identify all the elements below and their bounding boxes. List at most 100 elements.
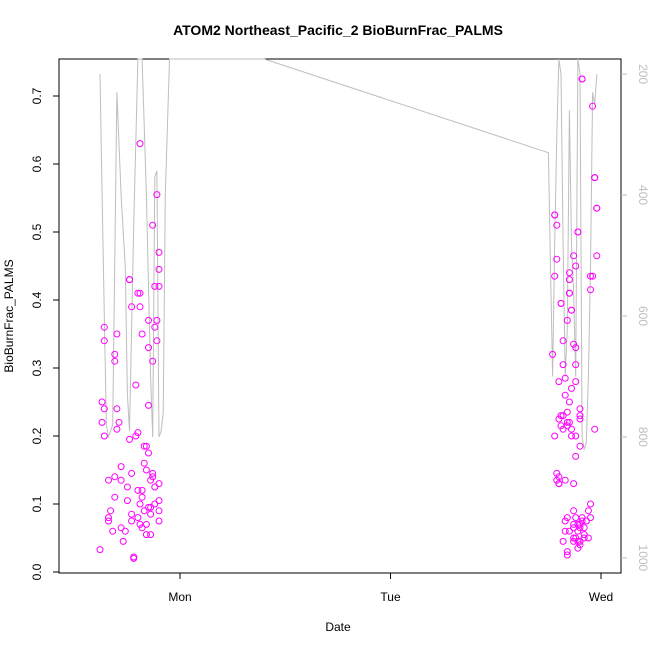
data-point <box>147 531 155 539</box>
data-point <box>570 252 578 260</box>
data-point <box>151 323 159 331</box>
data-point <box>572 361 580 369</box>
data-point <box>134 289 142 297</box>
data-point <box>100 337 108 345</box>
data-point <box>111 493 119 501</box>
data-point <box>563 316 571 324</box>
data-point <box>115 418 123 426</box>
data-point <box>147 503 155 511</box>
data-point <box>572 378 580 386</box>
data-point <box>568 425 575 433</box>
data-point <box>574 228 582 236</box>
data-point <box>578 75 586 83</box>
data-point <box>98 398 106 406</box>
data-point <box>568 306 575 314</box>
data-point <box>100 405 108 413</box>
data-point <box>561 391 569 399</box>
x-tick-label: Wed <box>589 590 613 604</box>
data-point <box>570 534 578 542</box>
data-point <box>555 473 563 481</box>
data-point <box>549 350 557 358</box>
data-point <box>145 503 152 511</box>
data-point <box>570 480 578 488</box>
data-point <box>105 514 112 522</box>
data-point <box>563 514 571 522</box>
data-point <box>113 405 121 413</box>
data-point <box>142 520 150 528</box>
data-point <box>121 527 129 535</box>
data-point <box>565 276 573 284</box>
data-point <box>100 432 108 440</box>
data-point <box>126 435 133 443</box>
data-point <box>155 517 163 525</box>
data-point <box>576 415 584 423</box>
x-axis-label: Date <box>325 620 351 634</box>
data-point <box>563 422 571 430</box>
data-point <box>565 527 573 535</box>
y-tick-label: 0.5 <box>30 223 44 240</box>
data-point <box>587 286 594 294</box>
data-point <box>551 432 559 440</box>
data-point <box>555 378 563 386</box>
x-axis: Mon Tue Wed <box>168 573 613 604</box>
data-point <box>570 507 578 515</box>
data-point <box>555 415 563 423</box>
data-point <box>136 500 144 508</box>
data-point <box>111 357 119 365</box>
data-point <box>576 524 584 532</box>
data-point <box>130 554 138 562</box>
data-point <box>565 289 573 297</box>
data-point <box>578 514 586 522</box>
data-point <box>134 429 142 437</box>
data-point <box>572 452 580 460</box>
y2-tick-label: 600 <box>636 306 650 326</box>
data-point <box>105 517 112 525</box>
data-point <box>574 527 582 535</box>
data-point <box>574 520 582 528</box>
data-point <box>591 425 599 433</box>
y-axis-right: 200 400 600 800 1000 <box>621 64 650 572</box>
data-point <box>591 174 599 182</box>
data-point <box>117 476 125 484</box>
data-point <box>123 483 131 491</box>
data-point <box>565 269 573 277</box>
data-point <box>96 546 104 554</box>
data-point <box>576 405 584 413</box>
data-point <box>559 337 567 345</box>
data-point <box>155 282 163 290</box>
data-point <box>149 473 157 481</box>
y-tick-label: 0.0 <box>30 563 44 580</box>
data-point <box>576 537 584 545</box>
data-point <box>563 408 571 416</box>
data-point <box>561 517 569 525</box>
data-point <box>557 412 565 420</box>
data-point <box>578 517 586 525</box>
data-point <box>587 514 594 522</box>
plot-frame <box>58 58 622 574</box>
y2-tick-label: 400 <box>636 185 650 205</box>
data-point <box>145 401 152 409</box>
data-point <box>561 374 569 382</box>
data-point <box>138 524 146 532</box>
data-point <box>126 276 133 284</box>
y2-tick-label: 1000 <box>636 545 650 572</box>
data-point <box>136 140 144 148</box>
data-point <box>572 432 580 440</box>
data-point <box>574 537 582 545</box>
data-point <box>565 398 573 406</box>
data-point <box>136 289 144 297</box>
data-point <box>593 252 601 260</box>
data-point <box>149 357 157 365</box>
data-point <box>568 432 575 440</box>
data-point <box>123 497 131 505</box>
data-point <box>561 476 569 484</box>
data-point <box>559 425 567 433</box>
data-point <box>576 541 584 549</box>
data-point <box>138 486 146 494</box>
data-point <box>582 517 590 525</box>
data-point <box>155 248 163 256</box>
data-point <box>142 442 150 450</box>
secondary-line-series <box>99 58 598 451</box>
data-point <box>151 483 159 491</box>
data-point <box>565 418 573 426</box>
